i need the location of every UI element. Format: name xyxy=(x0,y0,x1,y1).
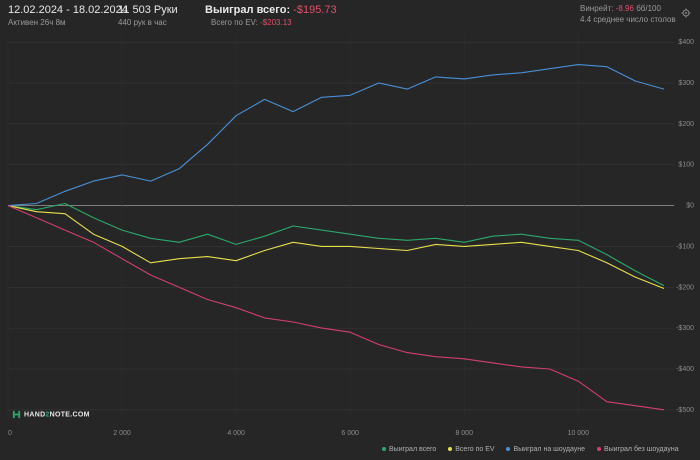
x-tick-label: 6 000 xyxy=(341,430,359,437)
y-tick-label: $300 xyxy=(678,80,694,87)
winrate-block: Винрейт: -8.96 бб/100 4.4 среднее число … xyxy=(580,4,676,24)
series-line xyxy=(7,205,665,411)
logo-text-mid: 2 xyxy=(45,411,50,419)
x-tick-label: 10 000 xyxy=(568,430,590,437)
y-tick-label: $200 xyxy=(678,121,694,128)
legend-dot xyxy=(506,447,511,452)
won-total: Выиграл всего: -$195.73 xyxy=(205,4,337,16)
legend-ev[interactable]: Всего по EV xyxy=(448,446,495,453)
y-tick-label: -$500 xyxy=(676,407,694,414)
legend-showdown[interactable]: Выиграл на шоудауне xyxy=(506,446,585,453)
hands-block: 11 503 Руки 440 рук в час xyxy=(118,4,178,27)
handnote-logo: HAND2NOTE.COM xyxy=(12,410,90,419)
x-tick-label: 8 000 xyxy=(455,430,473,437)
legend-dot xyxy=(448,447,453,452)
ev-total: Всего по EV: -$203.13 xyxy=(211,18,337,27)
y-tick-label: -$100 xyxy=(676,243,694,250)
winrate: Винрейт: -8.96 бб/100 xyxy=(580,4,676,13)
date-range-block: 12.02.2024 - 18.02.2024 Активен 26ч 8м xyxy=(8,4,128,27)
hands-count: 11 503 Руки xyxy=(118,4,178,16)
handnote-logo-icon xyxy=(12,410,21,419)
x-tick-label: 4 000 xyxy=(227,430,245,437)
y-tick-label: -$400 xyxy=(676,366,694,373)
y-tick-label: $400 xyxy=(678,39,694,46)
ev-value: -$203.13 xyxy=(260,18,292,27)
avg-tables: 4.4 среднее число столов xyxy=(580,15,676,24)
series-line xyxy=(7,205,665,290)
date-range[interactable]: 12.02.2024 - 18.02.2024 xyxy=(8,4,128,16)
gear-icon[interactable] xyxy=(681,8,691,18)
y-tick-label: -$300 xyxy=(676,325,694,332)
winrate-label: Винрейт: xyxy=(580,4,614,13)
active-time: Активен 26ч 8м xyxy=(8,18,66,27)
y-tick-label: -$200 xyxy=(676,284,694,291)
series-line xyxy=(7,64,665,207)
winrate-unit: бб/100 xyxy=(636,4,661,13)
legend-label: Выиграл на шоудауне xyxy=(513,446,586,453)
x-tick-label: 0 xyxy=(8,430,12,437)
legend-label: Выиграл всего xyxy=(389,446,437,453)
logo-text-hand: HAND xyxy=(24,411,46,419)
y-tick-label: $0 xyxy=(686,203,694,210)
won-value: -$195.73 xyxy=(293,4,337,16)
legend-nonshowdown[interactable]: Выиграл без шоудауна xyxy=(596,446,679,453)
ev-label: Всего по EV: xyxy=(211,18,258,27)
series-line xyxy=(7,202,665,287)
chart-legend: Выиграл всего Всего по EV Выиграл на шоу… xyxy=(382,446,689,453)
legend-won[interactable]: Выиграл всего xyxy=(382,446,436,453)
winrate-value: -8.96 xyxy=(615,4,634,13)
won-block: Выиграл всего: -$195.73 Всего по EV: -$2… xyxy=(205,4,337,27)
stats-header: 12.02.2024 - 18.02.2024 Активен 26ч 8м 1… xyxy=(0,0,700,30)
legend-dot xyxy=(382,447,386,452)
y-tick-label: $100 xyxy=(678,162,694,169)
profit-graph[interactable]: $400 $300 $200 $100 $0 -$100 -$200 -$300 -$400 -$… xyxy=(0,30,700,442)
logo-text-note: NOTE.COM xyxy=(49,411,90,419)
legend-label: Всего по EV xyxy=(455,446,495,453)
hands-rate: 440 рук в час xyxy=(118,18,167,27)
won-label: Выиграл всего: xyxy=(205,4,291,16)
legend-label: Выиграл без шоудауна xyxy=(603,446,679,453)
legend-dot xyxy=(596,447,601,452)
x-tick-label: 2 000 xyxy=(113,430,131,437)
